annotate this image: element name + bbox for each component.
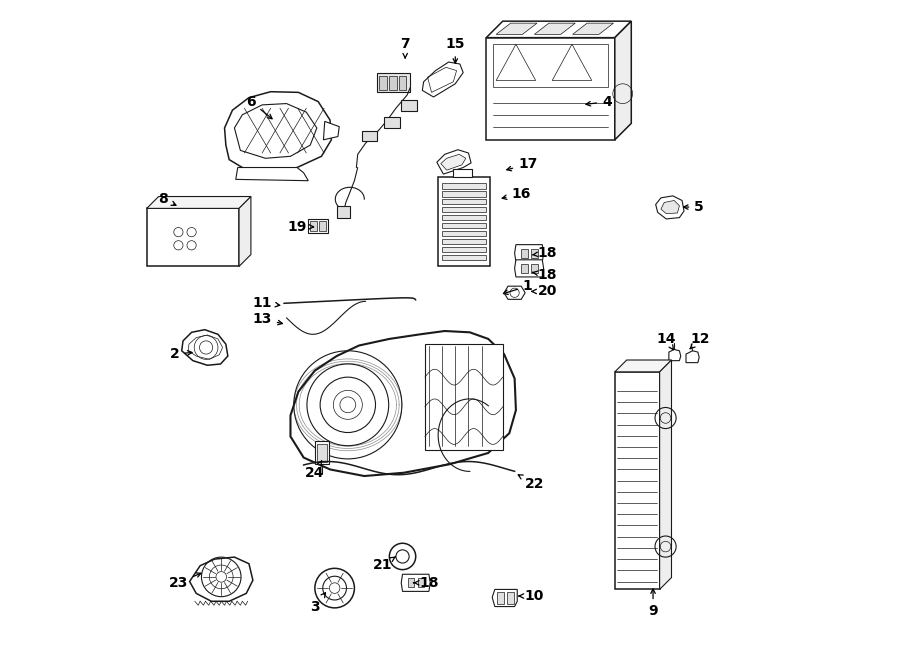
Text: 15: 15 [446,37,465,63]
Polygon shape [504,286,526,299]
Bar [442,207,486,213]
Bar [337,206,350,218]
Bar [320,221,326,232]
Text: 16: 16 [502,187,531,201]
Bar [315,441,329,464]
Polygon shape [656,196,684,219]
Bar [453,169,472,177]
Bar [401,100,417,111]
Polygon shape [615,360,671,372]
Polygon shape [182,330,228,365]
Text: 9: 9 [648,589,658,618]
Polygon shape [515,260,544,277]
Bar [531,249,537,258]
Text: 8: 8 [158,192,176,206]
Bar [442,215,486,220]
Polygon shape [661,201,680,214]
Text: 19: 19 [287,220,313,234]
Polygon shape [401,574,430,591]
Bar [390,76,397,91]
Bar [442,223,486,228]
Text: 10: 10 [519,589,544,603]
Text: 18: 18 [532,268,557,282]
Polygon shape [486,38,615,140]
Polygon shape [492,589,517,606]
Text: 22: 22 [518,475,544,491]
Polygon shape [224,92,331,173]
Bar [310,221,317,232]
Bar [442,183,486,189]
Polygon shape [496,23,537,34]
Bar [442,191,486,197]
Text: 23: 23 [168,573,201,590]
Bar [400,76,407,91]
Text: 14: 14 [656,332,676,350]
Polygon shape [323,121,339,140]
Text: 13: 13 [252,312,283,326]
Text: 17: 17 [507,157,537,171]
Bar [521,263,527,273]
Polygon shape [441,154,466,170]
Polygon shape [436,150,471,174]
Bar [362,130,377,141]
Bar [521,249,527,258]
Bar [493,44,608,87]
Polygon shape [515,245,544,261]
Polygon shape [422,62,464,97]
Bar [442,247,486,252]
Text: 6: 6 [246,95,272,118]
Text: 21: 21 [373,557,395,572]
Bar [442,254,486,260]
Text: 5: 5 [684,200,704,214]
Text: 12: 12 [690,332,710,349]
Bar [508,592,514,604]
Polygon shape [236,167,309,181]
Bar [438,177,490,266]
Polygon shape [615,21,631,140]
Bar [377,73,410,93]
Bar [408,578,414,587]
Bar [418,578,424,587]
Text: 24: 24 [305,461,325,480]
Polygon shape [572,23,614,34]
Polygon shape [486,21,631,38]
Text: 4: 4 [586,95,612,109]
Polygon shape [660,360,671,589]
Polygon shape [147,197,251,209]
Polygon shape [239,197,251,266]
Bar [384,117,400,128]
Polygon shape [686,351,699,363]
Text: 7: 7 [400,37,410,58]
Bar [442,199,486,205]
Text: 20: 20 [532,285,557,299]
Text: 11: 11 [252,296,280,310]
Text: 2: 2 [169,347,192,361]
Bar [442,239,486,244]
Bar [380,76,387,91]
Polygon shape [291,331,516,476]
Text: 1: 1 [503,279,533,295]
Polygon shape [535,23,575,34]
Polygon shape [669,350,680,361]
Bar [309,219,328,234]
Bar [425,344,503,449]
Bar [531,263,537,273]
Text: 3: 3 [310,592,326,614]
Bar [147,209,239,266]
Polygon shape [190,557,253,601]
Text: 18: 18 [414,576,438,590]
Bar [442,231,486,236]
Bar [615,372,660,589]
Bar [317,444,328,462]
Bar [498,592,504,604]
Text: 18: 18 [532,246,557,260]
